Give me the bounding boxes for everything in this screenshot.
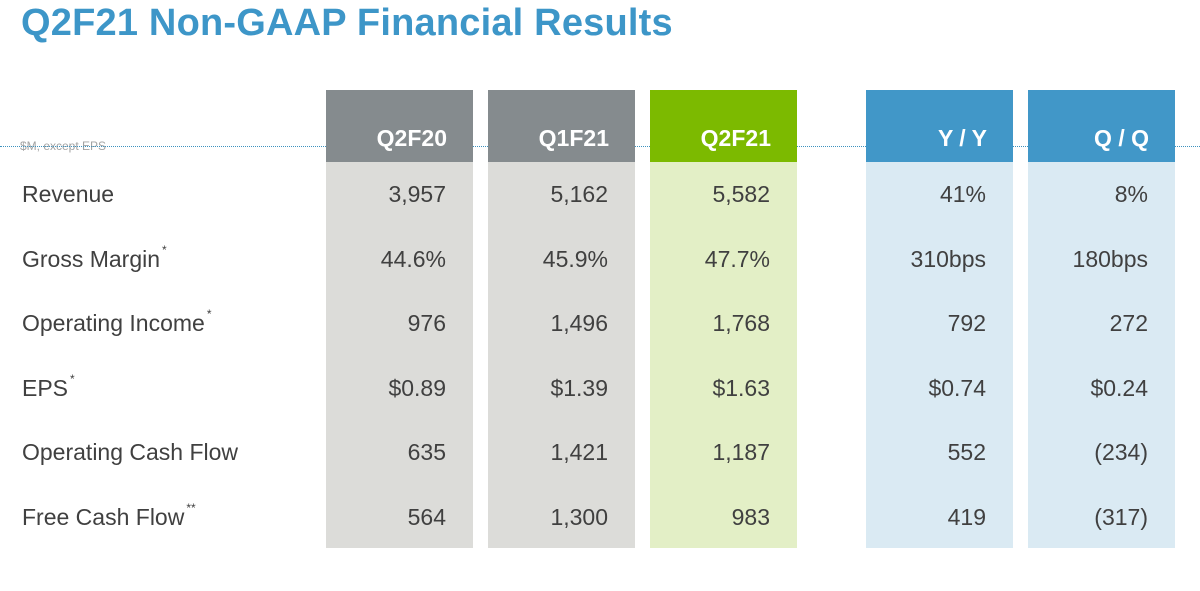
column-q2f21-body — [650, 162, 797, 548]
row-label-free-cash-flow: Free Cash Flow ** — [22, 501, 196, 530]
table-cell: $1.63 — [712, 375, 770, 401]
row-label-eps: EPS * — [22, 372, 75, 401]
row-label-revenue: Revenue — [22, 181, 115, 207]
row-label-gross-margin: Gross Margin * — [22, 243, 167, 272]
table-cell: 552 — [947, 439, 986, 465]
table-cell: 41% — [939, 181, 986, 207]
column-header-q2f21: Q2F21 — [650, 90, 797, 162]
table-cell: 8% — [1114, 181, 1148, 207]
column-header-yoy: Y / Y — [866, 90, 1013, 162]
column-qoq-body — [1028, 162, 1175, 548]
table-cell: 44.6% — [380, 246, 446, 272]
table-cell: $0.74 — [928, 375, 986, 401]
table-cell: 5,582 — [712, 181, 770, 207]
table-cell: 5,162 — [550, 181, 608, 207]
table-cell: 45.9% — [542, 246, 608, 272]
table-cell: 983 — [731, 504, 770, 530]
column-q1f21-body — [488, 162, 635, 548]
table-cell: 1,300 — [550, 504, 608, 530]
table-cell: $1.39 — [550, 375, 608, 401]
table-cell: 1,421 — [550, 439, 608, 465]
column-header-q1f21: Q1F21 — [488, 90, 635, 162]
table-cell: 3,957 — [388, 181, 446, 207]
table-cell: 1,496 — [550, 310, 608, 336]
table-cell: 47.7% — [704, 246, 770, 272]
table-cell: 976 — [407, 310, 446, 336]
row-label-operating-income: Operating Income * — [22, 307, 212, 336]
table-cell: 1,187 — [712, 439, 770, 465]
column-header-qoq: Q / Q — [1028, 90, 1175, 162]
table-cell: 792 — [947, 310, 986, 336]
table-cell: 272 — [1109, 310, 1148, 336]
table-cell: $0.89 — [388, 375, 446, 401]
table-cell: 564 — [407, 504, 446, 530]
table-cell: 310bps — [910, 246, 986, 272]
table-cell: 419 — [947, 504, 986, 530]
table-cell: 180bps — [1072, 246, 1148, 272]
row-label-operating-cash-flow: Operating Cash Flow — [22, 439, 239, 465]
table-cell: (234) — [1094, 439, 1148, 465]
table-cell: 1,768 — [712, 310, 770, 336]
table-cell: $0.24 — [1090, 375, 1148, 401]
table-cell: 635 — [407, 439, 446, 465]
column-yoy-body — [866, 162, 1013, 548]
column-q2f20-body — [326, 162, 473, 548]
page-title: Q2F21 Non-GAAP Financial Results — [21, 2, 673, 44]
table-cell: (317) — [1094, 504, 1148, 530]
column-header-q2f20: Q2F20 — [326, 90, 473, 162]
